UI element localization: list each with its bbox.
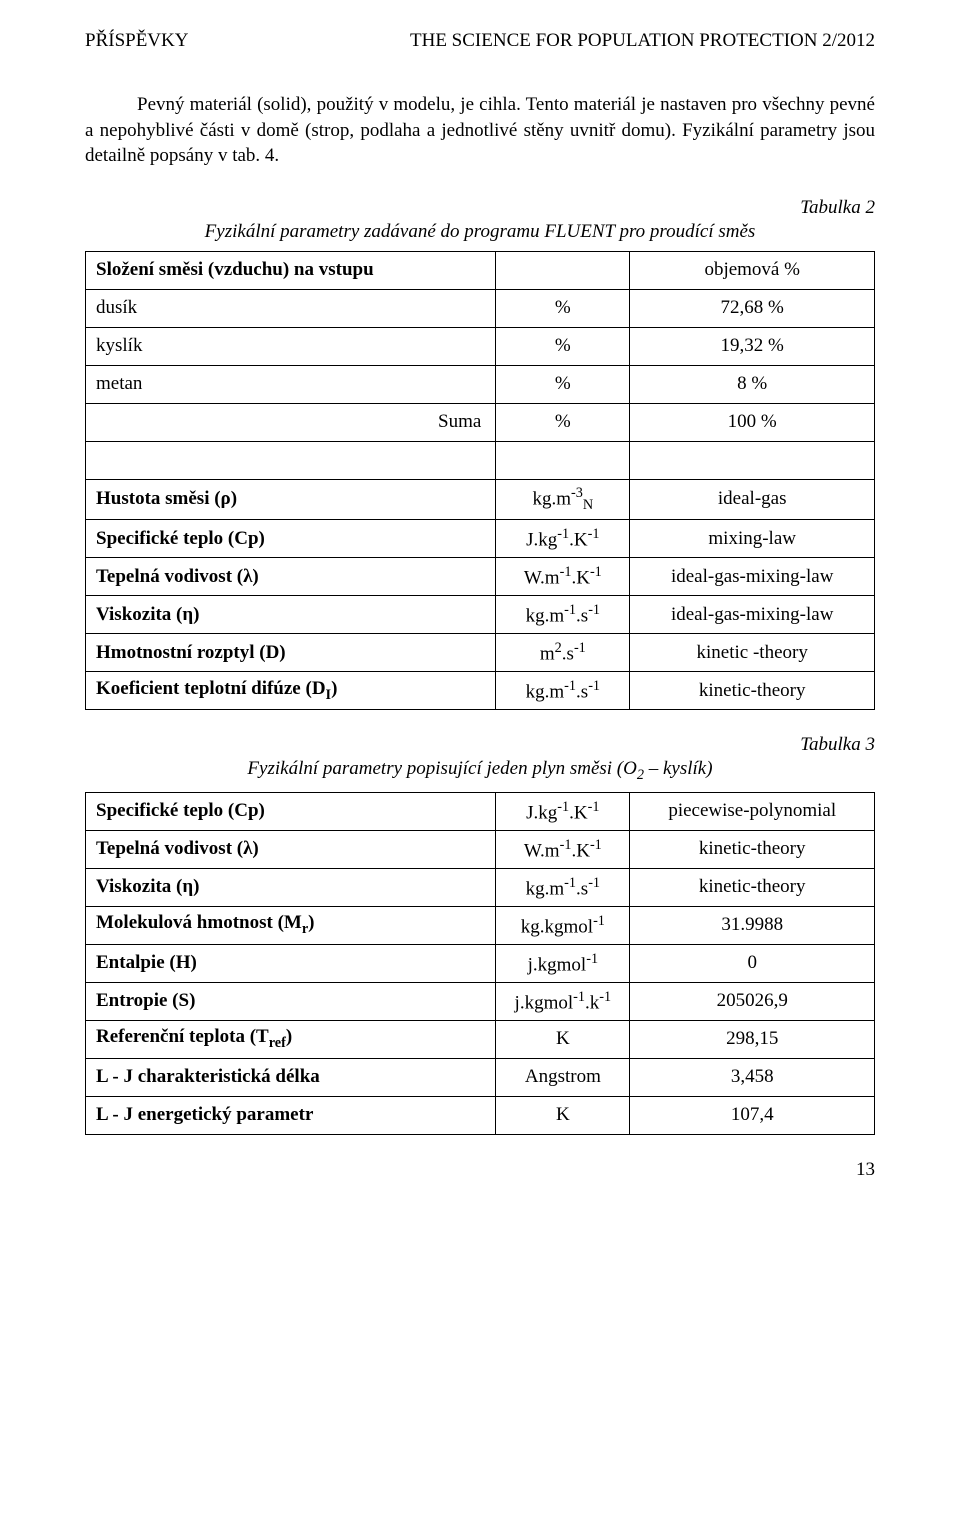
table-cell: ideal-gas-mixing-law xyxy=(630,558,875,596)
table-cell: m2.s-1 xyxy=(496,634,630,672)
table-cell: J.kg-1.K-1 xyxy=(496,792,630,830)
table-cell: kg.kgmol-1 xyxy=(496,906,630,944)
table-cell xyxy=(630,441,875,479)
table3: Specifické teplo (Cp) J.kg-1.K-1 piecewi… xyxy=(85,792,875,1135)
table-cell: % xyxy=(496,327,630,365)
table-cell: kinetic -theory xyxy=(630,634,875,672)
table-row: kyslík % 19,32 % xyxy=(86,327,875,365)
table-cell: Hmotnostní rozptyl (D) xyxy=(86,634,496,672)
table-cell: mixing-law xyxy=(630,520,875,558)
table-cell: objemová % xyxy=(630,251,875,289)
table-cell: 205026,9 xyxy=(630,982,875,1020)
table-cell: L - J charakteristická délka xyxy=(86,1058,496,1096)
table-cell: W.m-1.K-1 xyxy=(496,830,630,868)
table-cell: Entalpie (H) xyxy=(86,944,496,982)
table-row: Suma % 100 % xyxy=(86,403,875,441)
paragraph-1: Pevný materiál (solid), použitý v modelu… xyxy=(85,92,875,169)
table-cell: L - J energetický parametr xyxy=(86,1096,496,1134)
table-cell: 107,4 xyxy=(630,1096,875,1134)
table-row: Specifické teplo (Cp) J.kg-1.K-1 piecewi… xyxy=(86,792,875,830)
table-row: Viskozita (η) kg.m-1.s-1 kinetic-theory xyxy=(86,868,875,906)
table2: Složení směsi (vzduchu) na vstupu objemo… xyxy=(85,251,875,710)
table-cell: 3,458 xyxy=(630,1058,875,1096)
table-cell: % xyxy=(496,365,630,403)
table-row: Hmotnostní rozptyl (D) m2.s-1 kinetic -t… xyxy=(86,634,875,672)
table-cell: Tepelná vodivost (λ) xyxy=(86,830,496,868)
table-cell: K xyxy=(496,1096,630,1134)
table-row: L - J energetický parametr K 107,4 xyxy=(86,1096,875,1134)
table-row: metan % 8 % xyxy=(86,365,875,403)
header-right: THE SCIENCE FOR POPULATION PROTECTION 2/… xyxy=(410,30,875,52)
table-row xyxy=(86,441,875,479)
table-cell: kg.m-1.s-1 xyxy=(496,672,630,710)
page: PŘÍSPĚVKY THE SCIENCE FOR POPULATION PRO… xyxy=(0,0,960,1206)
table-cell xyxy=(86,441,496,479)
table3-caption: Fyzikální parametry popisující jeden ply… xyxy=(85,758,875,784)
table-cell: Koeficient teplotní difúze (DI) xyxy=(86,672,496,710)
table-cell: 100 % xyxy=(630,403,875,441)
table-cell: kg.m-1.s-1 xyxy=(496,596,630,634)
table-cell: kinetic-theory xyxy=(630,830,875,868)
table-cell: j.kgmol-1.k-1 xyxy=(496,982,630,1020)
header-left: PŘÍSPĚVKY xyxy=(85,30,188,52)
table-row: L - J charakteristická délka Angstrom 3,… xyxy=(86,1058,875,1096)
table-cell: Angstrom xyxy=(496,1058,630,1096)
table3-title: Tabulka 3 xyxy=(85,734,875,756)
table-cell: kinetic-theory xyxy=(630,672,875,710)
table-cell: kg.m-3N xyxy=(496,479,630,519)
table-cell: metan xyxy=(86,365,496,403)
table-cell: Viskozita (η) xyxy=(86,868,496,906)
table-cell: kg.m-1.s-1 xyxy=(496,868,630,906)
table-row: Hustota směsi (ρ) kg.m-3N ideal-gas xyxy=(86,479,875,519)
table-cell: Hustota směsi (ρ) xyxy=(86,479,496,519)
table-row: Specifické teplo (Cp) J.kg-1.K-1 mixing-… xyxy=(86,520,875,558)
table-cell: 8 % xyxy=(630,365,875,403)
table-cell: ideal-gas-mixing-law xyxy=(630,596,875,634)
table-cell: 0 xyxy=(630,944,875,982)
table-row: Tepelná vodivost (λ) W.m-1.K-1 kinetic-t… xyxy=(86,830,875,868)
table-row: Entalpie (H) j.kgmol-1 0 xyxy=(86,944,875,982)
table-cell: Složení směsi (vzduchu) na vstupu xyxy=(86,251,496,289)
table-cell: Tepelná vodivost (λ) xyxy=(86,558,496,596)
table-cell: Referenční teplota (Tref) xyxy=(86,1020,496,1058)
table-row: Tepelná vodivost (λ) W.m-1.K-1 ideal-gas… xyxy=(86,558,875,596)
table2-title: Tabulka 2 xyxy=(85,197,875,219)
table-row: dusík % 72,68 % xyxy=(86,289,875,327)
table-cell: 19,32 % xyxy=(630,327,875,365)
table-cell: 72,68 % xyxy=(630,289,875,327)
table-row: Složení směsi (vzduchu) na vstupu objemo… xyxy=(86,251,875,289)
table-cell: K xyxy=(496,1020,630,1058)
table-cell xyxy=(496,441,630,479)
table-cell: kinetic-theory xyxy=(630,868,875,906)
table-cell: 31.9988 xyxy=(630,906,875,944)
table-cell: 298,15 xyxy=(630,1020,875,1058)
page-number: 13 xyxy=(85,1159,875,1181)
table-cell: J.kg-1.K-1 xyxy=(496,520,630,558)
table2-caption: Fyzikální parametry zadávané do programu… xyxy=(85,221,875,243)
page-header: PŘÍSPĚVKY THE SCIENCE FOR POPULATION PRO… xyxy=(85,30,875,52)
table-row: Referenční teplota (Tref) K 298,15 xyxy=(86,1020,875,1058)
table-cell: % xyxy=(496,403,630,441)
table-cell: ideal-gas xyxy=(630,479,875,519)
table-cell: Molekulová hmotnost (Mr) xyxy=(86,906,496,944)
table-row: Viskozita (η) kg.m-1.s-1 ideal-gas-mixin… xyxy=(86,596,875,634)
table-cell: W.m-1.K-1 xyxy=(496,558,630,596)
table-cell: Specifické teplo (Cp) xyxy=(86,792,496,830)
table-cell: Specifické teplo (Cp) xyxy=(86,520,496,558)
table-cell: j.kgmol-1 xyxy=(496,944,630,982)
table-cell xyxy=(496,251,630,289)
table-row: Molekulová hmotnost (Mr) kg.kgmol-1 31.9… xyxy=(86,906,875,944)
table-cell: dusík xyxy=(86,289,496,327)
table-cell: piecewise-polynomial xyxy=(630,792,875,830)
table-cell: kyslík xyxy=(86,327,496,365)
table-cell: Suma xyxy=(86,403,496,441)
table-row: Entropie (S) j.kgmol-1.k-1 205026,9 xyxy=(86,982,875,1020)
table-cell: Entropie (S) xyxy=(86,982,496,1020)
table-cell: % xyxy=(496,289,630,327)
table-row: Koeficient teplotní difúze (DI) kg.m-1.s… xyxy=(86,672,875,710)
table-cell: Viskozita (η) xyxy=(86,596,496,634)
